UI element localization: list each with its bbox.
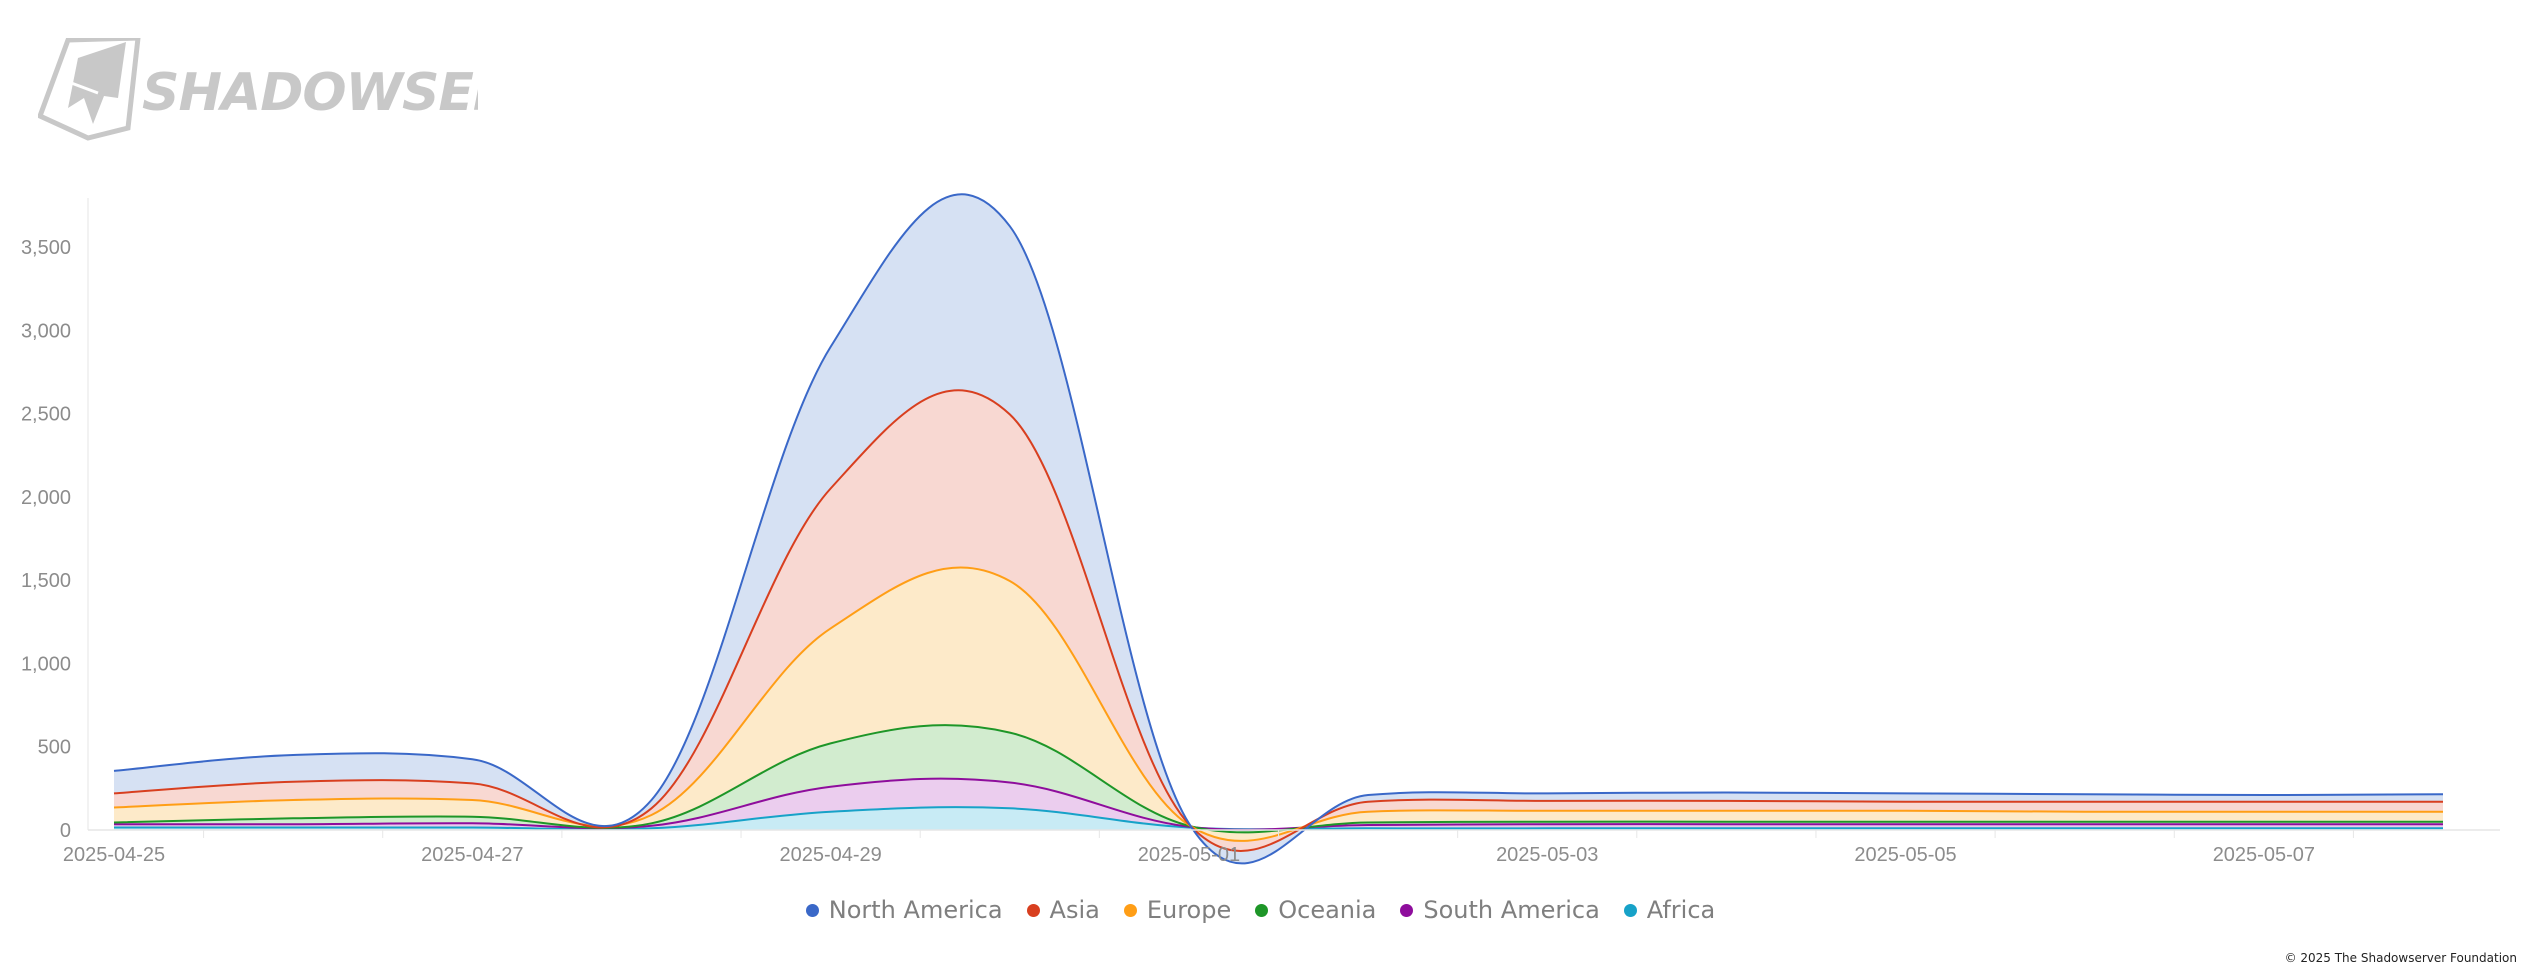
legend-marker-icon <box>1255 903 1269 917</box>
series-lines <box>113 193 2444 865</box>
line-asia <box>113 389 2443 852</box>
axes <box>87 198 2500 831</box>
y-tick-label: 500 <box>38 737 71 759</box>
logo-mark-icon <box>38 38 141 141</box>
x-tick-label: 2025-04-25 <box>63 844 165 866</box>
legend-label: North America <box>828 896 1003 924</box>
x-tick-label: 2025-04-29 <box>779 844 881 866</box>
legend-marker-icon <box>805 903 819 917</box>
area-chart: 0 500 1,000 1,500 2,000 2,500 3,000 3,500 2025-… <box>21 193 2500 866</box>
legend-marker-icon <box>1026 903 1040 917</box>
legend-marker-icon <box>1400 903 1414 917</box>
legend-item-oceania[interactable]: Oceania <box>1255 896 1376 924</box>
legend-label: Europe <box>1146 896 1232 924</box>
x-tick-label: 2025-05-07 <box>2213 844 2315 866</box>
y-tick-label: 2,500 <box>21 404 71 426</box>
legend-item-africa[interactable]: Africa <box>1623 896 1716 924</box>
legend-marker-icon <box>1123 903 1137 917</box>
x-tick-labels: 2025-04-25 2025-04-27 2025-04-29 2025-05-01… <box>63 830 2354 866</box>
y-tick-label: 1,000 <box>21 653 71 675</box>
legend-label: Asia <box>1049 896 1100 924</box>
legend-item-asia[interactable]: Asia <box>1026 896 1100 924</box>
y-tick-labels: 0 500 1,000 1,500 2,000 2,500 3,000 3,500 <box>21 237 71 842</box>
shadowserver-logo: SHADOWSERVER <box>38 38 478 141</box>
legend-item-north-america[interactable]: North America <box>805 896 1003 924</box>
line-south-america <box>113 777 2443 831</box>
x-tick-label: 2025-05-03 <box>1496 844 1598 866</box>
x-tick-label: 2025-04-27 <box>421 844 523 866</box>
x-tick-label: 2025-05-05 <box>1854 844 1956 866</box>
y-tick-label: 3,000 <box>21 320 71 342</box>
legend-label: South America <box>1423 896 1600 924</box>
y-tick-label: 0 <box>60 820 71 842</box>
area-north-america <box>114 194 2443 864</box>
area-europe <box>114 567 2443 841</box>
legend-item-europe[interactable]: Europe <box>1123 896 1232 924</box>
logo-wordmark: SHADOWSERVER <box>142 63 478 123</box>
y-tick-label: 1,500 <box>21 570 71 592</box>
chart-legend: North America Asia Europe Oceania South Amer… <box>0 892 2521 928</box>
area-layers <box>114 194 2443 864</box>
area-oceania <box>114 725 2443 833</box>
line-europe <box>113 566 2443 842</box>
legend-label: Oceania <box>1278 896 1377 924</box>
legend-item-south-america[interactable]: South America <box>1400 896 1600 924</box>
line-oceania <box>113 724 2443 834</box>
area-asia <box>114 390 2443 851</box>
y-tick-label: 3,500 <box>21 237 71 259</box>
line-north-america <box>113 193 2444 865</box>
x-tick-label: 2025-05-01 <box>1138 844 1240 866</box>
copyright-notice: © 2025 The Shadowserver Foundation <box>2284 951 2517 965</box>
legend-label: Africa <box>1646 896 1716 924</box>
legend-marker-icon <box>1623 903 1637 917</box>
y-tick-label: 2,000 <box>21 487 71 509</box>
